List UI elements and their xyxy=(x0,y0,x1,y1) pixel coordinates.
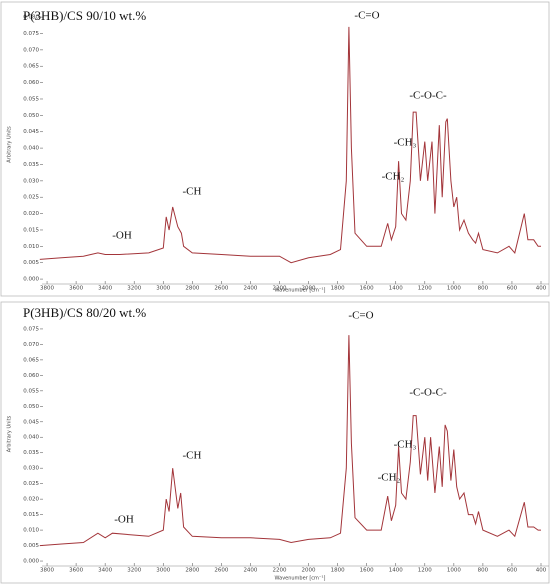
panel-frame xyxy=(0,1,550,297)
peak-annotation: -OH xyxy=(114,514,134,526)
x-tick-label: 1000 xyxy=(447,568,461,574)
chart-title: P(3HB)/CS 80/20 wt.% xyxy=(23,305,146,320)
x-tick-label: 3000 xyxy=(156,568,170,574)
y-tick-label: 0.035 xyxy=(23,450,39,456)
y-tick-label: 0.030 xyxy=(23,466,39,472)
panel-frame xyxy=(0,301,550,584)
x-axis-label: Wavenumber [cm⁻¹] xyxy=(275,576,326,582)
x-tick-label: 800 xyxy=(478,286,489,292)
y-axis-label: Arbitrary Units xyxy=(7,415,13,452)
x-tick-label: 400 xyxy=(536,286,547,292)
x-tick-label: 2400 xyxy=(243,286,257,292)
y-tick-label: 0.000 xyxy=(23,559,39,565)
peak-annotation: -CH₂ xyxy=(378,472,401,484)
x-tick-label: 3400 xyxy=(98,286,112,292)
y-tick-label: 0.040 xyxy=(23,146,39,152)
x-tick-label: 1200 xyxy=(418,568,432,574)
y-tick-label: 0.075 xyxy=(23,326,39,332)
y-tick-label: 0.040 xyxy=(23,435,39,441)
peak-annotation: -OH xyxy=(112,230,132,242)
y-tick-label: 0.045 xyxy=(23,419,39,425)
y-tick-label: 0.005 xyxy=(23,260,39,266)
x-tick-label: 2800 xyxy=(185,286,199,292)
y-tick-label: 0.050 xyxy=(23,404,39,410)
y-axis-label: Arbitrary Units xyxy=(7,126,13,163)
x-tick-label: 1800 xyxy=(331,286,345,292)
x-tick-label: 3000 xyxy=(156,286,170,292)
y-tick-label: 0.030 xyxy=(23,178,39,184)
x-tick-label: 1400 xyxy=(389,568,403,574)
y-tick-label: 0.065 xyxy=(23,64,39,70)
x-tick-label: 2600 xyxy=(214,286,228,292)
peak-annotation: -C=O xyxy=(348,310,373,322)
y-tick-label: 0.020 xyxy=(23,211,39,217)
y-tick-label: 0.075 xyxy=(23,31,39,37)
y-tick-label: 0.015 xyxy=(23,512,39,518)
y-tick-label: 0.005 xyxy=(23,543,39,549)
x-tick-label: 1200 xyxy=(418,286,432,292)
y-tick-label: 0.045 xyxy=(23,129,39,135)
peak-annotation: -CH₃ xyxy=(394,137,417,149)
y-tick-label: 0.065 xyxy=(23,357,39,363)
x-tick-label: 2200 xyxy=(273,286,287,292)
chart-title: P(3HB)/CS 90/10 wt.% xyxy=(23,8,146,23)
x-tick-label: 800 xyxy=(478,568,489,574)
x-tick-label: 3800 xyxy=(40,286,54,292)
x-tick-label: 2400 xyxy=(243,568,257,574)
peak-annotation: -C-O-C- xyxy=(409,387,447,399)
spectrum-line xyxy=(39,335,541,547)
y-tick-label: 0.010 xyxy=(23,528,39,534)
x-tick-label: 2800 xyxy=(185,568,199,574)
x-tick-label: 1000 xyxy=(447,286,461,292)
y-tick-label: 0.055 xyxy=(23,96,39,102)
x-tick-label: 2000 xyxy=(302,286,316,292)
x-tick-label: 3200 xyxy=(127,568,141,574)
y-tick-label: 0.060 xyxy=(23,373,39,379)
y-tick-label: 0.035 xyxy=(23,162,39,168)
x-tick-label: 600 xyxy=(507,568,518,574)
y-tick-label: 0.025 xyxy=(23,195,39,201)
x-tick-label: 1600 xyxy=(360,568,374,574)
spectrum-line xyxy=(39,26,541,264)
peak-annotation: -C=O xyxy=(354,10,379,22)
x-tick-label: 1600 xyxy=(360,286,374,292)
x-tick-label: 3400 xyxy=(98,568,112,574)
peak-annotation: -CH xyxy=(183,450,202,462)
y-tick-label: 0.020 xyxy=(23,497,39,503)
x-tick-label: 3600 xyxy=(69,286,83,292)
y-tick-label: 0.080 xyxy=(23,15,39,21)
y-tick-label: 0.055 xyxy=(23,388,39,394)
peak-annotation: -CH₂ xyxy=(382,171,405,183)
x-tick-label: 2600 xyxy=(214,568,228,574)
peak-annotation: -CH xyxy=(183,186,202,198)
y-tick-label: 0.070 xyxy=(23,47,39,53)
x-axis-label: Wavenumber [cm⁻¹] xyxy=(275,288,326,294)
x-tick-label: 400 xyxy=(536,568,547,574)
x-tick-label: 2200 xyxy=(273,568,287,574)
y-tick-label: 0.050 xyxy=(23,113,39,119)
x-tick-label: 600 xyxy=(507,286,518,292)
x-tick-label: 3200 xyxy=(127,286,141,292)
peak-annotation: -C-O-C- xyxy=(409,90,447,102)
x-tick-label: 1800 xyxy=(331,568,345,574)
x-tick-label: 1400 xyxy=(389,286,403,292)
y-tick-label: 0.010 xyxy=(23,244,39,250)
y-tick-label: 0.000 xyxy=(23,277,39,283)
x-tick-label: 3800 xyxy=(40,568,54,574)
y-tick-label: 0.070 xyxy=(23,342,39,348)
y-tick-label: 0.015 xyxy=(23,227,39,233)
y-tick-label: 0.025 xyxy=(23,481,39,487)
x-tick-label: 3600 xyxy=(69,568,83,574)
peak-annotation: -CH₃ xyxy=(394,439,417,451)
y-tick-label: 0.060 xyxy=(23,80,39,86)
x-tick-label: 2000 xyxy=(302,568,316,574)
